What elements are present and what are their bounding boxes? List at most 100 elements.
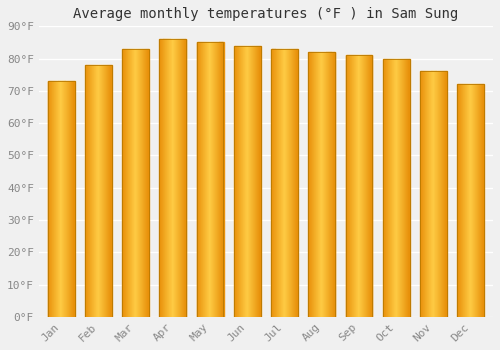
Bar	[178, 39, 179, 317]
Bar	[240, 46, 242, 317]
Bar	[62, 81, 63, 317]
Bar	[446, 71, 447, 317]
Bar	[357, 55, 358, 317]
Bar	[95, 65, 96, 317]
Bar	[238, 46, 240, 317]
Bar	[462, 84, 464, 317]
Bar	[182, 39, 183, 317]
Bar	[317, 52, 318, 317]
Bar	[327, 52, 328, 317]
Bar	[439, 71, 440, 317]
Bar	[90, 65, 91, 317]
Bar	[478, 84, 479, 317]
Bar	[409, 58, 410, 317]
Bar	[88, 65, 89, 317]
Bar	[351, 55, 352, 317]
Bar	[53, 81, 54, 317]
Bar	[85, 65, 112, 317]
Bar	[198, 42, 200, 317]
Bar	[258, 46, 260, 317]
Bar	[405, 58, 406, 317]
Bar	[383, 58, 409, 317]
Bar	[480, 84, 481, 317]
Bar	[69, 81, 70, 317]
Bar	[334, 52, 335, 317]
Bar	[161, 39, 162, 317]
Bar	[476, 84, 478, 317]
Bar	[354, 55, 355, 317]
Bar	[104, 65, 105, 317]
Bar	[216, 42, 217, 317]
Bar	[398, 58, 399, 317]
Bar	[358, 55, 359, 317]
Bar	[244, 46, 246, 317]
Bar	[399, 58, 400, 317]
Bar	[204, 42, 206, 317]
Bar	[401, 58, 402, 317]
Bar	[137, 49, 138, 317]
Bar	[139, 49, 140, 317]
Bar	[102, 65, 103, 317]
Bar	[420, 71, 421, 317]
Bar	[236, 46, 238, 317]
Bar	[330, 52, 331, 317]
Bar	[309, 52, 310, 317]
Bar	[350, 55, 351, 317]
Bar	[319, 52, 320, 317]
Bar	[142, 49, 143, 317]
Bar	[72, 81, 73, 317]
Bar	[63, 81, 64, 317]
Bar	[109, 65, 110, 317]
Bar	[323, 52, 324, 317]
Bar	[352, 55, 353, 317]
Bar	[326, 52, 327, 317]
Bar	[395, 58, 396, 317]
Bar	[147, 49, 148, 317]
Bar	[482, 84, 483, 317]
Bar	[66, 81, 67, 317]
Bar	[314, 52, 315, 317]
Bar	[324, 52, 325, 317]
Bar	[359, 55, 360, 317]
Bar	[51, 81, 52, 317]
Bar	[143, 49, 144, 317]
Bar	[360, 55, 361, 317]
Bar	[312, 52, 313, 317]
Bar	[285, 49, 286, 317]
Bar	[171, 39, 172, 317]
Bar	[168, 39, 169, 317]
Bar	[392, 58, 393, 317]
Bar	[315, 52, 316, 317]
Bar	[346, 55, 372, 317]
Bar	[289, 49, 290, 317]
Bar	[135, 49, 136, 317]
Bar	[318, 52, 319, 317]
Bar	[210, 42, 211, 317]
Bar	[397, 58, 398, 317]
Bar	[184, 39, 185, 317]
Bar	[126, 49, 127, 317]
Bar	[308, 52, 335, 317]
Bar	[101, 65, 102, 317]
Bar	[356, 55, 357, 317]
Bar	[428, 71, 429, 317]
Bar	[272, 49, 273, 317]
Bar	[134, 49, 135, 317]
Bar	[180, 39, 181, 317]
Bar	[371, 55, 372, 317]
Bar	[361, 55, 362, 317]
Bar	[58, 81, 59, 317]
Bar	[48, 81, 74, 317]
Bar	[91, 65, 92, 317]
Bar	[206, 42, 208, 317]
Bar	[384, 58, 385, 317]
Bar	[426, 71, 427, 317]
Bar	[321, 52, 322, 317]
Bar	[320, 52, 321, 317]
Bar	[396, 58, 397, 317]
Bar	[387, 58, 388, 317]
Bar	[316, 52, 317, 317]
Bar	[175, 39, 176, 317]
Bar	[430, 71, 431, 317]
Bar	[130, 49, 131, 317]
